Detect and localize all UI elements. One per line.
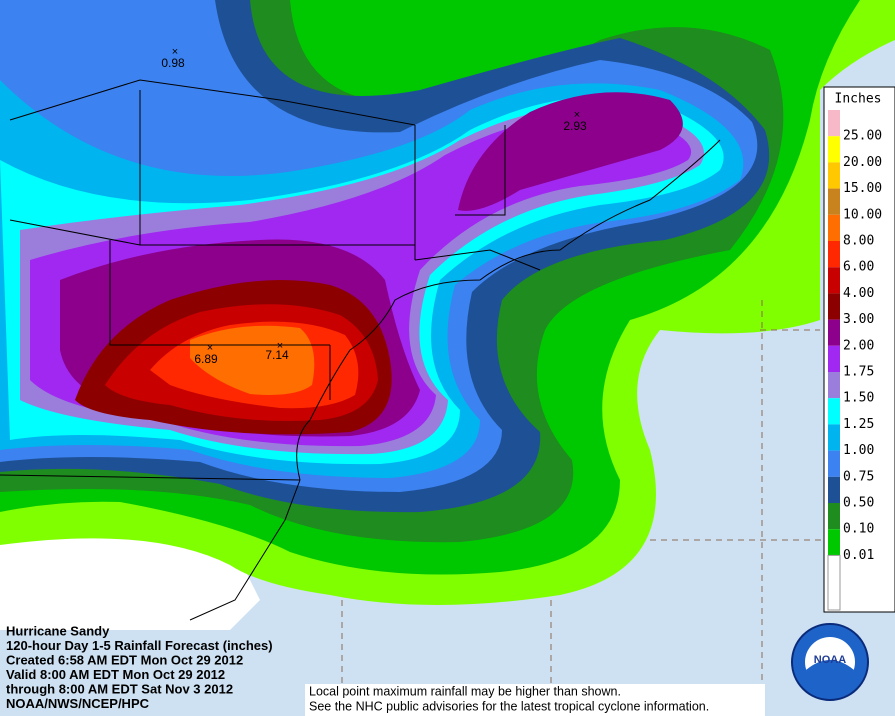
legend-label: 10.00 [843,207,882,222]
legend-swatch [828,188,840,215]
legend-label: 3.00 [843,312,874,327]
footer-line: Local point maximum rainfall may be high… [309,684,621,698]
header-line: Valid 8:00 AM EDT Mon Oct 29 2012 [6,667,225,682]
legend-swatch [828,162,840,189]
legend-swatch [828,267,840,294]
legend-swatch [828,450,840,477]
footer-line: See the NHC public advisories for the la… [309,699,709,713]
max-label: 2.93 [563,119,587,133]
grid [341,300,895,716]
legend-swatch [828,110,840,137]
legend-label: 0.50 [843,496,874,511]
legend-swatch [828,398,840,425]
legend-label: 0.75 [843,469,874,484]
max-marker: × [574,109,580,121]
legend: Inches 25.00 20.00 15.00 10.00 8.00 6.00 4.00 3… [823,86,895,613]
legend-swatch [828,476,840,503]
legend-swatch [828,319,840,346]
legend-swatch [828,424,840,451]
legend-label: 25.00 [843,129,882,144]
legend-label: 1.00 [843,443,874,458]
legend-label: 0.01 [843,548,874,563]
legend-label: 1.50 [843,391,874,406]
max-label: 0.98 [161,56,185,70]
legend-label: 2.00 [843,338,874,353]
legend-swatch [828,503,840,530]
legend-swatch [828,293,840,320]
legend-title: Inches [835,92,882,107]
max-marker: × [277,340,283,352]
logo-text: NOAA [814,654,846,666]
legend-swatch [828,241,840,268]
max-marker: × [207,342,213,354]
legend-label: 6.00 [843,260,874,275]
legend-label: 0.10 [843,522,874,537]
legend-label: 8.00 [843,234,874,249]
header-line: 120-hour Day 1-5 Rainfall Forecast (inch… [6,638,273,653]
legend-swatch [828,372,840,399]
contour [458,92,683,211]
legend-swatch [827,554,841,611]
header-line: NOAA/NWS/NCEP/HPC [6,696,150,711]
borders [0,79,721,621]
legend-swatch [828,529,840,556]
logo: NOAA [791,623,869,701]
footer: Local point maximum rainfall may be high… [309,684,709,713]
header-line: through 8:00 AM EDT Sat Nov 3 2012 [6,681,233,696]
header-line: Created 6:58 AM EDT Mon Oct 29 2012 [6,652,243,667]
legend-label: 15.00 [843,181,882,196]
contour [190,325,315,395]
legend-label: 20.00 [843,155,882,170]
legend-label: 1.75 [843,365,874,380]
logo-wave [806,660,854,689]
header-line: Hurricane Sandy [6,623,110,638]
legend-swatch [828,136,840,163]
footer-box [305,684,765,716]
legend-swatch [828,214,840,241]
max-marker: × [172,46,178,58]
legend-swatch [828,345,840,372]
max-label: 7.14 [265,348,289,362]
legend-label: 4.00 [843,286,874,301]
point-maxima: ×0.98×2.93×6.89×7.14 [161,46,587,366]
legend-label: 1.25 [843,417,874,432]
max-label: 6.89 [194,352,218,366]
